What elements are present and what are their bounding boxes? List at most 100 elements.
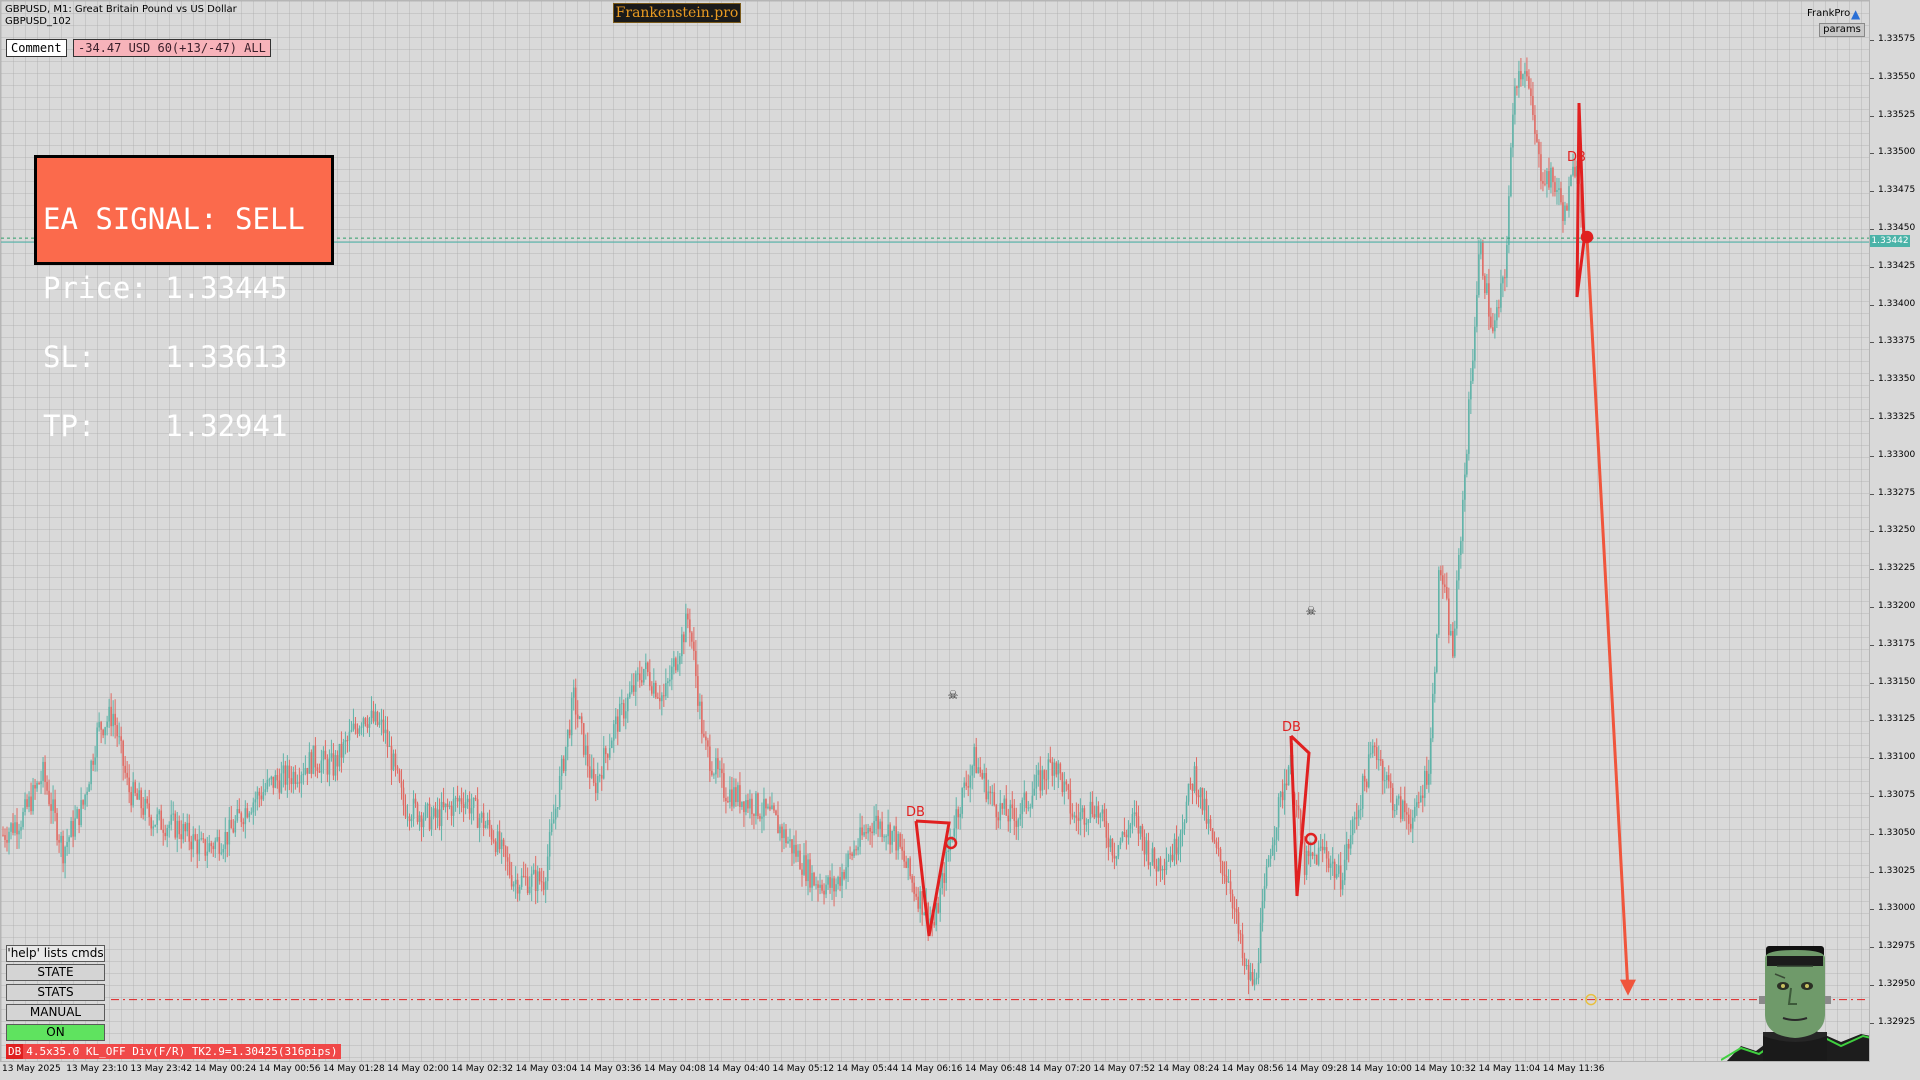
candle-body — [118, 736, 120, 738]
candle-body — [787, 841, 789, 844]
candle-body — [168, 824, 171, 829]
price-label: 1.33450 — [1878, 223, 1916, 233]
candle-body — [194, 834, 197, 840]
candle-body — [506, 857, 509, 862]
candle-body — [1285, 783, 1288, 786]
db-pattern-label: DB — [1567, 150, 1586, 165]
candle-body — [1313, 854, 1316, 856]
candle-body — [1031, 795, 1034, 808]
candle-body — [90, 760, 92, 785]
time-label: 14 May 11:04 — [1478, 1064, 1541, 1074]
candle-body — [1047, 759, 1050, 780]
candle-body — [526, 876, 529, 894]
candle-body — [813, 872, 815, 886]
candle-body — [614, 716, 617, 725]
candle-body — [222, 849, 225, 853]
candle-body — [134, 782, 136, 794]
candle-body — [1345, 843, 1348, 860]
candle-body — [769, 806, 771, 810]
candle-body — [1436, 634, 1438, 673]
chart-area[interactable]: DB DB DB ☠ ☠ GBPUSD, M1: Great Britain Pound… — [0, 0, 1870, 1062]
candle-body — [1333, 861, 1336, 878]
candle-body — [835, 884, 837, 892]
candle-body — [1155, 866, 1158, 872]
on-toggle-button[interactable]: ON — [6, 1024, 105, 1041]
candle-body — [645, 662, 647, 669]
candle-body — [695, 650, 697, 677]
candle-body — [330, 753, 333, 759]
candle-body — [420, 815, 423, 828]
candle-body — [1113, 855, 1116, 859]
candle-body — [76, 809, 78, 819]
signal-sl: SL: 1.33613 — [43, 340, 288, 374]
candle-body — [825, 884, 827, 895]
candle-body — [384, 729, 387, 733]
candle-body — [22, 811, 24, 827]
candle-body — [1039, 770, 1042, 791]
price-tick — [1870, 758, 1874, 760]
candle-body — [1103, 809, 1106, 822]
price-axis[interactable]: 1.33575 1.33550 1.33525 1.33500 1.33475 1.334… — [1870, 0, 1920, 1062]
candle-body — [1454, 628, 1456, 657]
price-tick — [1870, 304, 1874, 306]
candle-body — [610, 740, 613, 749]
candle-body — [630, 685, 633, 693]
candle-body — [470, 807, 473, 814]
candle-body — [572, 687, 575, 698]
candle-body — [256, 791, 259, 800]
candle-body — [655, 682, 657, 698]
candle-body — [564, 746, 567, 771]
candle-body — [458, 798, 461, 802]
candle-body — [242, 822, 245, 825]
candle-body — [1375, 747, 1378, 760]
candle-body — [504, 846, 507, 858]
frankenstein-logo: Frankenstein.pro — [613, 3, 741, 23]
candle-body — [446, 803, 449, 807]
candle-body — [1045, 779, 1048, 781]
candle-body — [1482, 242, 1484, 276]
candle-body — [1109, 838, 1112, 848]
candle-body — [300, 775, 303, 784]
time-label: 14 May 04:40 — [708, 1064, 770, 1074]
candle-body — [574, 687, 577, 715]
candle-body — [362, 718, 365, 727]
candle-body — [84, 794, 86, 805]
candle-body — [1081, 808, 1084, 813]
candle-body — [42, 761, 44, 781]
state-button[interactable]: STATE — [6, 964, 105, 981]
candle-body — [306, 768, 309, 774]
candle-body — [833, 878, 835, 892]
tp-target-marker — [1585, 993, 1597, 1006]
candle-body — [276, 775, 279, 781]
candle-body — [1005, 798, 1008, 816]
candle-body — [622, 703, 625, 719]
candle-body — [258, 791, 261, 796]
candle-body — [488, 819, 491, 829]
time-axis[interactable]: 13 May 2025 13 May 23:10 13 May 23:42 14 Ma… — [0, 1062, 1870, 1080]
candle-body — [1125, 834, 1128, 838]
candle-body — [1544, 183, 1546, 185]
candle-body — [669, 679, 671, 682]
candle-body — [548, 832, 551, 857]
candle-body — [462, 804, 465, 808]
candle-body — [771, 805, 773, 810]
candle-body — [236, 808, 239, 821]
graduation-cap-icon[interactable]: ▲ — [1851, 7, 1861, 21]
candle-body — [1209, 819, 1212, 829]
stats-button[interactable]: STATS — [6, 984, 105, 1001]
manual-button[interactable]: MANUAL — [6, 1004, 105, 1021]
candle-body — [372, 710, 375, 722]
candle-body — [304, 768, 307, 774]
candle-body — [1558, 188, 1560, 191]
params-button[interactable]: params — [1819, 23, 1865, 37]
candle-body — [639, 673, 641, 681]
candle-body — [516, 879, 519, 894]
candle-body — [226, 831, 229, 845]
candle-body — [891, 830, 893, 845]
candle-body — [252, 802, 255, 813]
candle-body — [544, 881, 547, 890]
candle-body — [594, 782, 597, 794]
time-label: 13 May 23:42 — [130, 1064, 193, 1074]
candle-body — [1159, 858, 1162, 871]
candle-body — [1450, 630, 1452, 636]
